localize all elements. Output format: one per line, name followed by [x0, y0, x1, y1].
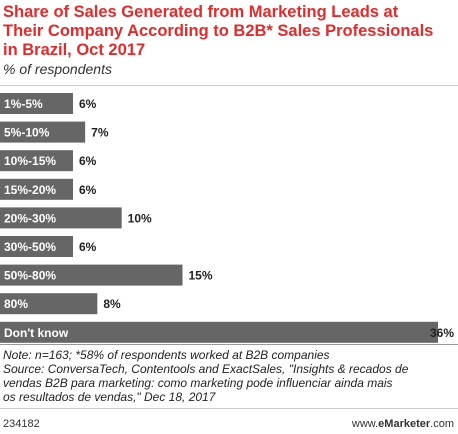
source-line-1: Source: ConversaTech, Contentools and Ex… — [3, 362, 409, 376]
bar-1-5 — [0, 93, 73, 114]
value-label-15-20: 6% — [79, 183, 97, 197]
bar-don-t-know — [0, 321, 438, 343]
bar-20-30 — [0, 207, 122, 229]
value-label-10-15: 6% — [79, 154, 97, 168]
category-label-15-20: 15%-20% — [4, 183, 56, 197]
brand-prefix: www. — [351, 418, 379, 430]
bar-15-20 — [0, 178, 73, 200]
bar-5-10 — [0, 121, 86, 143]
category-label-80: 80% — [4, 297, 28, 311]
bar-50-80 — [0, 264, 183, 286]
value-label-1-5: 6% — [79, 97, 97, 111]
category-label-5-10: 5%-10% — [4, 126, 50, 140]
brand-name: eMarketer — [378, 418, 431, 430]
category-label-20-30: 20%-30% — [4, 211, 56, 225]
chart-title-line-1: Share of Sales Generated from Marketing … — [3, 3, 399, 21]
chart-subtitle: % of respondents — [3, 61, 112, 77]
source-line-3: os resultados de vendas," Dec 18, 2017 — [3, 390, 216, 404]
value-label-30-50: 6% — [79, 240, 97, 254]
brand-link[interactable]: www.eMarketer.com — [352, 418, 454, 430]
category-label-don-t-know: Don't know — [4, 326, 69, 340]
category-label-1-5: 1%-5% — [4, 97, 43, 111]
note-line-1: Note: n=163; *58% of respondents worked … — [3, 348, 330, 362]
category-label-10-15: 10%-15% — [4, 154, 56, 168]
chart-title-line-3: in Brazil, Oct 2017 — [3, 41, 146, 59]
chart-id: 234182 — [3, 418, 40, 430]
bar-10-15 — [0, 150, 73, 172]
bottom-divider — [0, 408, 458, 409]
value-label-5-10: 7% — [91, 126, 109, 140]
value-label-80: 8% — [103, 297, 121, 311]
chart-title-line-2: Their Company According to B2B* Sales Pr… — [3, 22, 434, 40]
bar-80 — [0, 293, 98, 315]
category-label-30-50: 30%-50% — [4, 240, 56, 254]
category-label-50-80: 50%-80% — [4, 269, 56, 283]
header-divider — [0, 85, 458, 86]
source-line-2: vendas B2B para marketing: como marketin… — [3, 376, 393, 390]
brand-suffix: .com — [430, 418, 454, 430]
bar-chart: 1%-5% 6% 5%-10% 7% 10%-15% 6% 15%-20% 6% 20%-30%… — [0, 93, 454, 343]
bar-30-50 — [0, 236, 73, 257]
value-label-50-80: 15% — [189, 269, 213, 283]
value-label-don-t-know: 36% — [430, 326, 454, 340]
value-label-20-30: 10% — [128, 211, 152, 225]
footer-divider — [0, 344, 458, 345]
